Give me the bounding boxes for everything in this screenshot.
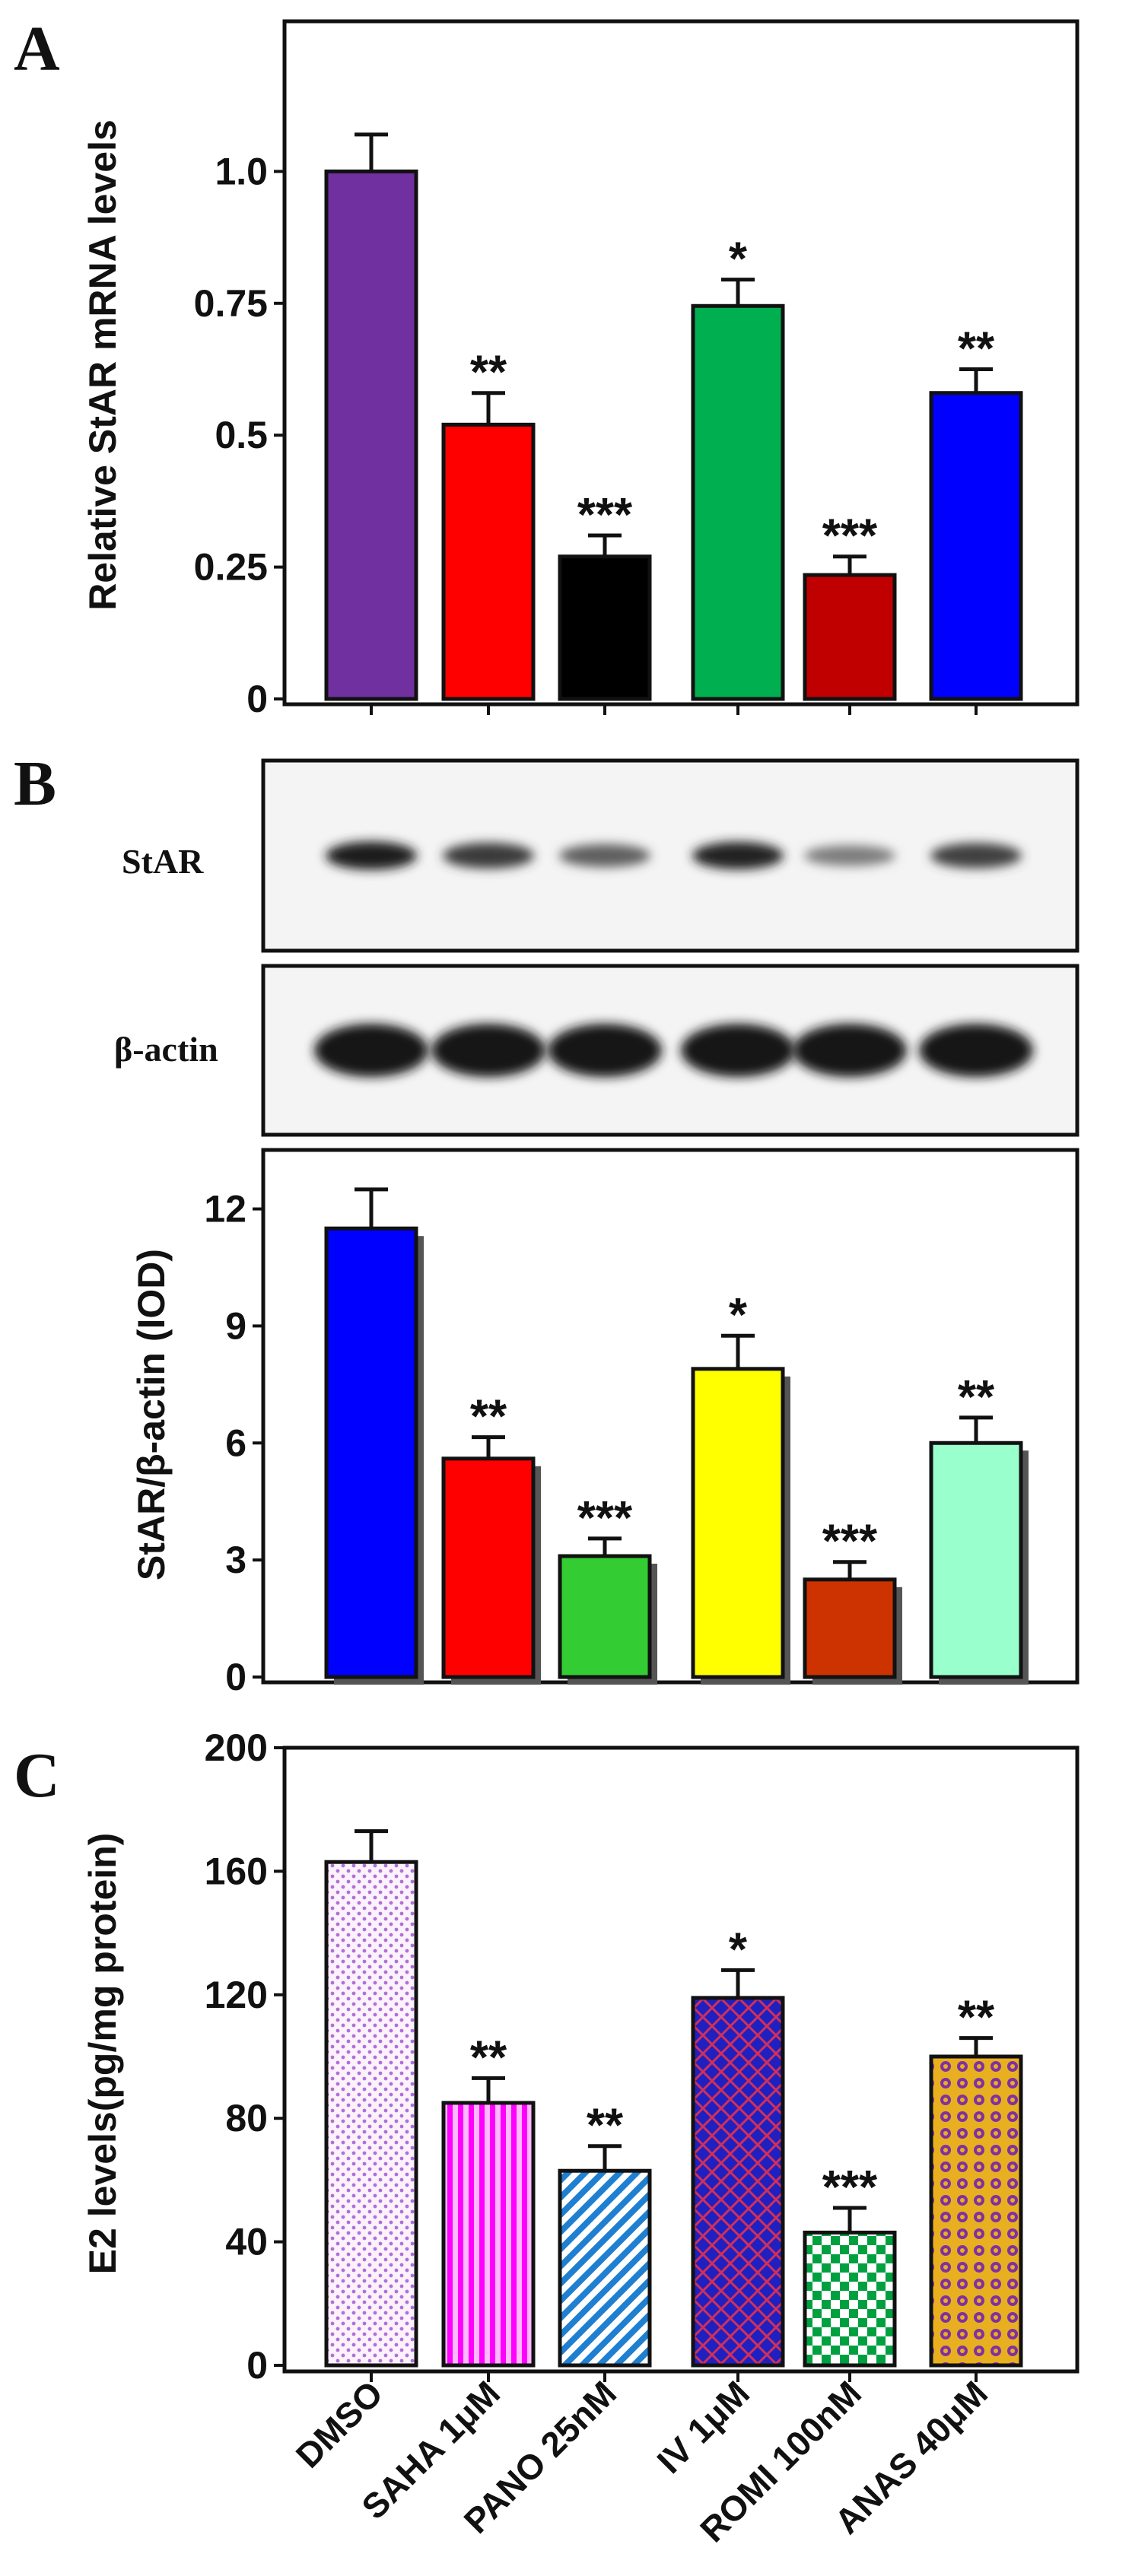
chart-a-ytick-label: 0 <box>246 678 268 720</box>
chart-b-ytick-label: 0 <box>225 1656 246 1698</box>
blot-label-actin: β-actin <box>114 1030 218 1069</box>
star-band <box>804 845 895 866</box>
chart-a-ytick-label: 0.25 <box>194 546 268 589</box>
chart-b-ytick-label: 3 <box>225 1539 246 1581</box>
chart-b-ytick-label: 6 <box>225 1421 246 1464</box>
chart-c-significance: ** <box>587 2100 624 2152</box>
chart-c-bar <box>324 1860 418 2368</box>
panel-letter-a: A <box>14 14 60 84</box>
actin-band <box>681 1024 795 1077</box>
chart-c-ytick-label: 80 <box>225 2097 268 2139</box>
chart-b-bar <box>929 1440 1023 1679</box>
star-band <box>559 843 650 868</box>
chart-c-bar <box>441 2101 536 2368</box>
chart-c-ytick-label: 40 <box>225 2221 268 2263</box>
chart-c-bar <box>558 2168 652 2368</box>
chart-b-bar <box>441 1456 536 1679</box>
chart-b-significance: * <box>729 1289 748 1342</box>
chart-c-frame <box>282 1745 1080 2374</box>
chart-a-significance: ** <box>470 347 507 399</box>
chart-c-ytick-label: 120 <box>205 1974 268 2016</box>
chart-c-significance: ** <box>470 2031 507 2084</box>
actin-band <box>793 1024 907 1077</box>
western-blot: StAR β-actin <box>114 758 1080 1137</box>
chart-a-ytick-label: 1.0 <box>215 150 268 192</box>
chart-a-frame <box>282 19 1080 707</box>
chart-a-bar <box>803 573 897 701</box>
star-band <box>326 841 417 870</box>
chart-b-bar <box>803 1577 897 1679</box>
chart-a-bar <box>929 391 1023 701</box>
category-label: DMSO <box>288 2373 390 2475</box>
chart-a-bar <box>441 422 536 701</box>
star-band <box>443 842 534 869</box>
chart-a-significance: *** <box>822 510 878 563</box>
actin-band <box>431 1024 545 1077</box>
chart-b-ytick-label: 9 <box>225 1304 246 1347</box>
star-band <box>692 841 784 870</box>
chart-b-ylabel: StAR/β-actin (IOD) <box>130 1249 173 1580</box>
chart-b-bar <box>324 1226 418 1679</box>
chart-a-significance: ** <box>958 323 995 376</box>
chart-c-significance: * <box>729 1923 748 1976</box>
chart-c-ytick-label: 0 <box>246 2344 268 2387</box>
chart-c-bar <box>691 1996 785 2368</box>
chart-c-ylabel: E2 levels(pg/mg protein) <box>81 1833 124 2275</box>
chart-a-bar <box>324 169 418 701</box>
chart-b-significance: *** <box>577 1492 633 1545</box>
category-label: IV 1μM <box>649 2373 757 2481</box>
panel-letter-c: C <box>14 1740 60 1811</box>
chart-a: 0 0.25 0.5 0.75 1.0 Relative StAR mRNA levels… <box>81 19 1080 720</box>
chart-c-ytick-label: 160 <box>205 1850 268 1892</box>
chart-b-bar <box>558 1554 652 1679</box>
chart-c-significance: *** <box>822 2161 878 2214</box>
chart-b-significance: ** <box>958 1371 995 1424</box>
blot-bands <box>314 841 1033 1077</box>
chart-c-bar <box>929 2054 1023 2368</box>
chart-b-frame <box>261 1148 1080 1685</box>
chart-a-ytick-label: 0.5 <box>215 414 268 456</box>
actin-band <box>919 1024 1033 1077</box>
chart-c-significance: ** <box>958 1992 995 2044</box>
blot-label-star: StAR <box>122 842 204 881</box>
actin-band <box>314 1024 428 1077</box>
chart-a-bar <box>691 303 785 701</box>
chart-b-bar <box>691 1367 785 1679</box>
chart-a-ytick-label: 0.75 <box>194 282 268 325</box>
chart-b-ytick-label: 12 <box>204 1188 246 1231</box>
actin-band <box>548 1024 662 1077</box>
chart-b-significance: ** <box>470 1391 507 1444</box>
chart-c-bar <box>803 2230 897 2368</box>
chart-a-significance: *** <box>577 489 633 542</box>
chart-c-ytick-label: 200 <box>205 1726 268 1769</box>
chart-a-ylabel: Relative StAR mRNA levels <box>81 119 124 611</box>
panel-letter-b: B <box>14 748 56 819</box>
chart-a-bar <box>558 554 652 701</box>
star-band <box>930 843 1022 869</box>
chart-a-significance: * <box>729 233 748 286</box>
chart-b-significance: *** <box>822 1516 878 1568</box>
